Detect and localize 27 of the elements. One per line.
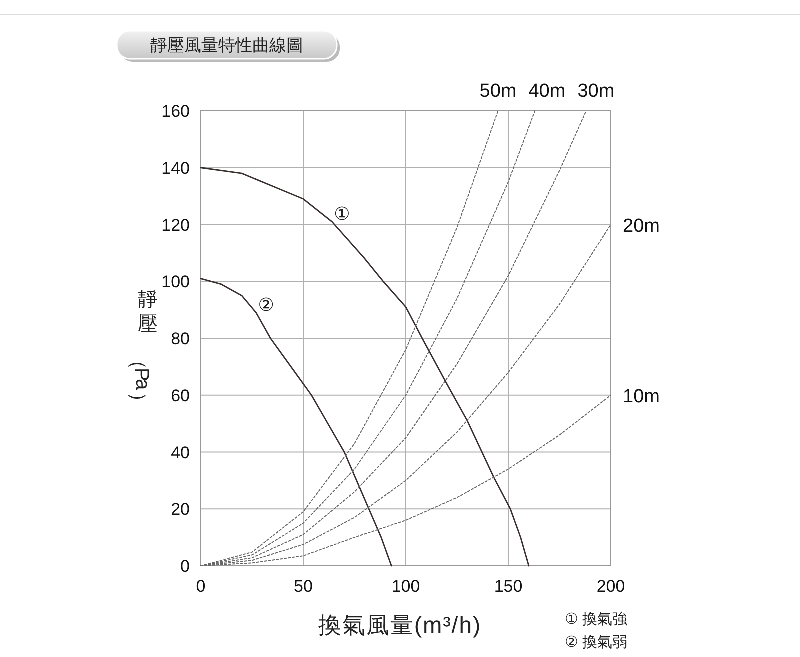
series-label: ①	[334, 204, 350, 224]
series-label: ②	[258, 294, 274, 315]
series-label: 20m	[623, 216, 660, 237]
x-tick-label: 100	[392, 577, 420, 596]
y-tick-label: 100	[162, 272, 190, 292]
x-axis-title: 換氣風量(m³/h)	[318, 612, 482, 638]
y-tick-label: 80	[171, 330, 190, 348]
y-tick-label: 0	[180, 557, 190, 576]
text: ① 換氣強	[565, 611, 628, 628]
series-label: 40m	[528, 81, 566, 102]
x-tick-label: 50	[294, 577, 313, 596]
series-label: 30m	[578, 81, 615, 102]
line-series	[200, 278, 392, 567]
y-tick-label: 120	[162, 216, 190, 235]
x-tick-label: 150	[494, 577, 523, 596]
y-tick-label: 20	[171, 500, 190, 520]
y-axis-title: 靜壓（Pa）	[127, 289, 158, 412]
x-tick-label: 0	[196, 577, 206, 596]
x-tick-label: 200	[596, 577, 626, 596]
text: ② 換氣弱	[565, 634, 628, 651]
y-tick-label: 160	[162, 102, 190, 121]
chart-title: 靜壓風量特性曲線圖	[150, 36, 304, 55]
series-label: 50m	[480, 81, 517, 102]
y-tick-label: 60	[171, 386, 190, 406]
y-tick-label: 40	[171, 443, 190, 462]
y-tick-label: 140	[162, 158, 190, 178]
series-label: 10m	[623, 386, 660, 408]
